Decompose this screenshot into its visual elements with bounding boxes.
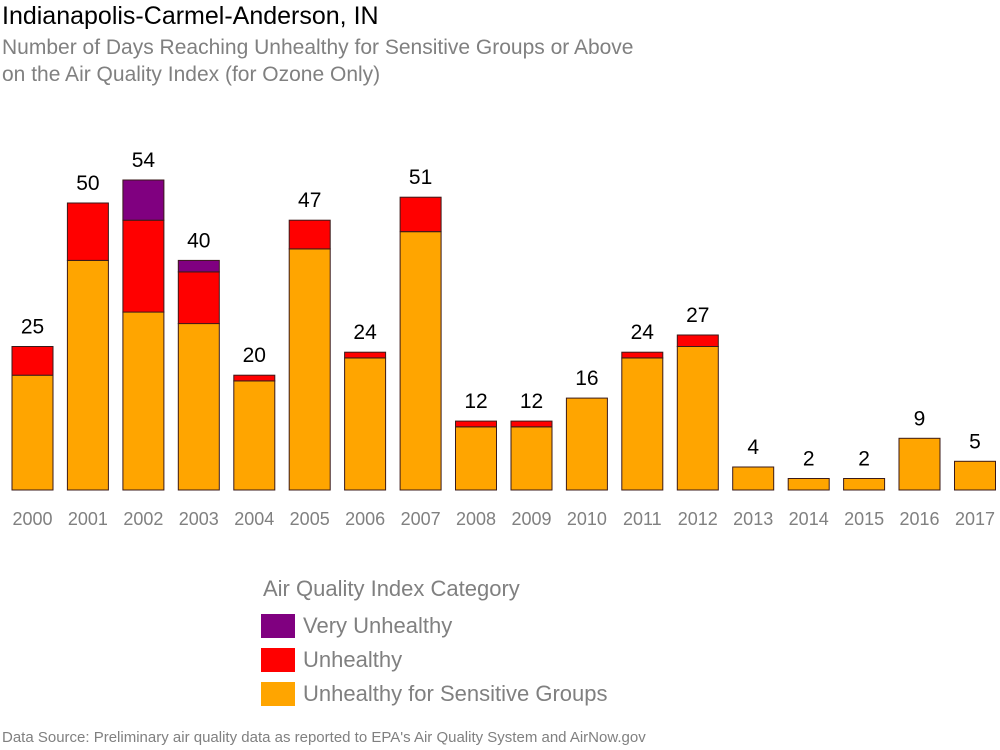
data-label-2001: 50 xyxy=(76,172,99,195)
bar-2013-unhealthy-for-sensitive-groups xyxy=(732,466,775,491)
data-label-2004: 20 xyxy=(243,344,266,367)
bar-2004-unhealthy-for-sensitive-groups xyxy=(233,380,276,491)
bar-2014-unhealthy-for-sensitive-groups xyxy=(787,478,830,491)
bar-2003-unhealthy-for-sensitive-groups xyxy=(177,323,220,491)
bar-2001-unhealthy-for-sensitive-groups xyxy=(66,259,109,491)
data-label-2008: 12 xyxy=(464,390,487,413)
bar-2017-unhealthy-for-sensitive-groups xyxy=(954,460,996,491)
legend-item-unhealthy-sensitive: Unhealthy for Sensitive Groups xyxy=(261,681,608,707)
bar-2003-very-unhealthy xyxy=(177,259,220,273)
x-tick-label-2009: 2009 xyxy=(511,509,551,529)
bar-2006-unhealthy xyxy=(344,351,387,359)
bar-2009-unhealthy-for-sensitive-groups xyxy=(510,426,553,491)
x-tick-label-2007: 2007 xyxy=(401,509,441,529)
x-tick-label-2002: 2002 xyxy=(123,509,163,529)
x-tick-label-2004: 2004 xyxy=(234,509,274,529)
legend-label-very-unhealthy: Very Unhealthy xyxy=(303,613,453,638)
bar-2011-unhealthy-for-sensitive-groups xyxy=(621,357,664,491)
data-label-2009: 12 xyxy=(520,390,543,413)
data-label-2007: 51 xyxy=(409,166,432,189)
data-label-2017: 5 xyxy=(969,430,981,453)
bar-2007-unhealthy-for-sensitive-groups xyxy=(399,231,442,491)
data-label-2002: 54 xyxy=(132,149,156,172)
legend-item-unhealthy: Unhealthy xyxy=(261,647,402,673)
bar-2009-unhealthy xyxy=(510,420,553,428)
data-label-2011: 24 xyxy=(631,321,655,344)
bar-2012-unhealthy-for-sensitive-groups xyxy=(676,346,719,491)
bar-2002-very-unhealthy xyxy=(122,179,165,221)
legend-label-unhealthy: Unhealthy xyxy=(303,647,403,672)
data-label-2003: 40 xyxy=(187,229,210,252)
bar-2003-unhealthy xyxy=(177,271,220,325)
legend-swatch-very-unhealthy xyxy=(261,614,295,638)
x-tick-label-2010: 2010 xyxy=(567,509,607,529)
chart-title: Indianapolis-Carmel-Anderson, IN xyxy=(2,2,379,30)
data-label-2013: 4 xyxy=(747,436,759,459)
bar-2005-unhealthy-for-sensitive-groups xyxy=(288,248,331,491)
legend-swatch-unhealthy xyxy=(261,648,295,672)
x-tick-label-2017: 2017 xyxy=(955,509,995,529)
bar-2006-unhealthy-for-sensitive-groups xyxy=(344,357,387,491)
bar-2000-unhealthy-for-sensitive-groups xyxy=(11,374,54,491)
x-tick-label-2013: 2013 xyxy=(733,509,773,529)
data-label-2012: 27 xyxy=(686,304,709,327)
bar-2011-unhealthy xyxy=(621,351,664,359)
bar-2000-unhealthy xyxy=(11,346,54,376)
x-tick-label-2008: 2008 xyxy=(456,509,496,529)
bar-2008-unhealthy xyxy=(455,420,497,428)
bar-2002-unhealthy xyxy=(122,219,165,313)
x-tick-label-2005: 2005 xyxy=(290,509,330,529)
bar-2008-unhealthy-for-sensitive-groups xyxy=(455,426,497,491)
x-tick-label-2003: 2003 xyxy=(179,509,219,529)
bar-2015-unhealthy-for-sensitive-groups xyxy=(843,478,886,491)
legend-label-unhealthy-sensitive: Unhealthy for Sensitive Groups xyxy=(303,681,608,706)
data-label-2006: 24 xyxy=(353,321,377,344)
x-tick-label-2012: 2012 xyxy=(678,509,718,529)
bar-2005-unhealthy xyxy=(288,219,331,250)
data-label-2014: 2 xyxy=(803,448,815,471)
bar-2012-unhealthy xyxy=(676,334,719,347)
bar-2001-unhealthy xyxy=(66,202,109,261)
x-tick-label-2006: 2006 xyxy=(345,509,385,529)
x-tick-label-2014: 2014 xyxy=(789,509,829,529)
data-label-2000: 25 xyxy=(21,316,44,339)
bar-2002-unhealthy-for-sensitive-groups xyxy=(122,311,165,491)
bar-2004-unhealthy xyxy=(233,374,276,382)
data-label-2015: 2 xyxy=(858,448,870,471)
legend-title: Air Quality Index Category xyxy=(263,576,520,601)
data-source-note: Data Source: Preliminary air quality dat… xyxy=(2,729,646,746)
x-tick-label-2015: 2015 xyxy=(844,509,884,529)
bar-2007-unhealthy xyxy=(399,196,442,233)
bar-2016-unhealthy-for-sensitive-groups xyxy=(898,437,941,491)
x-tick-label-2000: 2000 xyxy=(12,509,52,529)
legend-swatch-unhealthy-sensitive xyxy=(261,682,295,706)
chart-subtitle-line-2: on the Air Quality Index (for Ozone Only… xyxy=(2,63,381,86)
chart-subtitle-line-1: Number of Days Reaching Unhealthy for Se… xyxy=(2,36,634,59)
x-tick-label-2016: 2016 xyxy=(899,509,939,529)
data-label-2010: 16 xyxy=(575,367,598,390)
x-tick-label-2011: 2011 xyxy=(623,509,662,529)
legend-item-very-unhealthy: Very Unhealthy xyxy=(261,613,452,639)
x-tick-label-2001: 2001 xyxy=(68,509,108,529)
stacked-bar-chart: 2520005020015420024020032020044720052420… xyxy=(11,149,996,529)
bar-2010-unhealthy-for-sensitive-groups xyxy=(565,397,608,491)
data-label-2016: 9 xyxy=(914,407,926,430)
data-label-2005: 47 xyxy=(298,189,321,212)
